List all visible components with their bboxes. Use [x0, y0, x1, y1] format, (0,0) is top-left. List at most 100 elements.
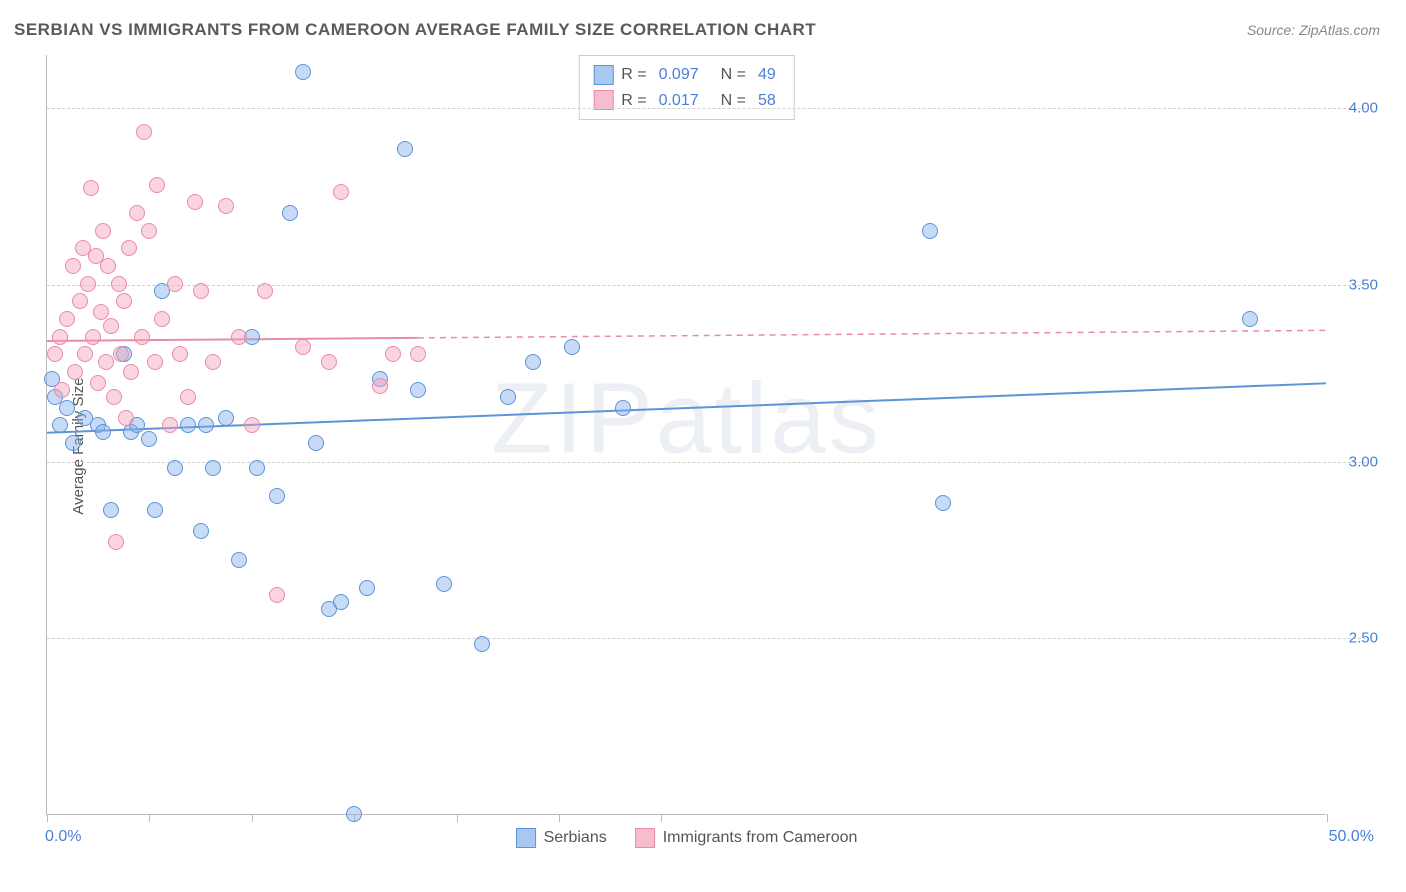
series-legend: Serbians Immigrants from Cameroon	[516, 828, 858, 848]
data-point	[129, 205, 145, 221]
data-point	[525, 354, 541, 370]
data-point	[95, 223, 111, 239]
gridline	[47, 638, 1366, 639]
source-attribution: Source: ZipAtlas.com	[1247, 22, 1380, 38]
data-point	[231, 329, 247, 345]
ytick-label: 2.50	[1349, 630, 1378, 647]
data-point	[95, 424, 111, 440]
data-point	[193, 283, 209, 299]
data-point	[141, 223, 157, 239]
data-point	[308, 435, 324, 451]
watermark: ZIPatlas	[491, 362, 882, 477]
data-point	[359, 580, 375, 596]
data-point	[154, 311, 170, 327]
data-point	[149, 177, 165, 193]
data-point	[249, 460, 265, 476]
data-point	[141, 431, 157, 447]
data-point	[205, 460, 221, 476]
data-point	[244, 417, 260, 433]
gridline	[47, 285, 1366, 286]
x-axis-max: 50.0%	[1329, 828, 1374, 846]
data-point	[72, 293, 88, 309]
xtick	[149, 814, 150, 822]
chart-title: SERBIAN VS IMMIGRANTS FROM CAMEROON AVER…	[14, 20, 816, 40]
data-point	[333, 184, 349, 200]
data-point	[103, 502, 119, 518]
xtick	[559, 814, 560, 822]
data-point	[935, 495, 951, 511]
ytick-label: 3.50	[1349, 276, 1378, 293]
data-point	[172, 346, 188, 362]
data-point	[118, 410, 134, 426]
data-point	[410, 346, 426, 362]
data-point	[52, 417, 68, 433]
data-point	[59, 400, 75, 416]
data-point	[123, 364, 139, 380]
data-point	[205, 354, 221, 370]
data-point	[564, 339, 580, 355]
data-point	[80, 276, 96, 292]
gridline	[47, 462, 1366, 463]
data-point	[167, 276, 183, 292]
data-point	[282, 205, 298, 221]
data-point	[180, 389, 196, 405]
data-point	[321, 354, 337, 370]
legend-item-cameroon: Immigrants from Cameroon	[635, 828, 858, 848]
data-point	[147, 502, 163, 518]
chart-wrapper: SERBIAN VS IMMIGRANTS FROM CAMEROON AVER…	[0, 0, 1406, 892]
xtick	[252, 814, 253, 822]
data-point	[180, 417, 196, 433]
data-point	[333, 594, 349, 610]
data-point	[111, 276, 127, 292]
data-point	[218, 198, 234, 214]
data-point	[113, 346, 129, 362]
data-point	[231, 552, 247, 568]
legend-swatch-icon	[635, 828, 655, 848]
data-point	[1242, 311, 1258, 327]
data-point	[134, 329, 150, 345]
data-point	[500, 389, 516, 405]
data-point	[397, 141, 413, 157]
x-axis-min: 0.0%	[45, 828, 81, 846]
data-point	[474, 636, 490, 652]
data-point	[100, 258, 116, 274]
data-point	[162, 417, 178, 433]
data-point	[346, 806, 362, 822]
data-point	[93, 304, 109, 320]
data-point	[436, 576, 452, 592]
legend-row-1: R = 0.097 N = 49	[593, 62, 780, 88]
xtick	[1327, 814, 1328, 822]
data-point	[121, 240, 137, 256]
legend-row-2: R = 0.017 N = 58	[593, 88, 780, 114]
data-point	[83, 180, 99, 196]
data-point	[615, 400, 631, 416]
correlation-legend: R = 0.097 N = 49 R = 0.017 N = 58	[578, 55, 795, 120]
data-point	[106, 389, 122, 405]
data-point	[52, 329, 68, 345]
data-point	[103, 318, 119, 334]
data-point	[922, 223, 938, 239]
legend-item-serbians: Serbians	[516, 828, 607, 848]
data-point	[90, 375, 106, 391]
data-point	[59, 311, 75, 327]
data-point	[257, 283, 273, 299]
data-point	[218, 410, 234, 426]
data-point	[295, 339, 311, 355]
data-point	[269, 488, 285, 504]
data-point	[372, 378, 388, 394]
data-point	[198, 417, 214, 433]
data-point	[187, 194, 203, 210]
xtick	[661, 814, 662, 822]
data-point	[98, 354, 114, 370]
xtick	[457, 814, 458, 822]
legend-swatch-serbians	[593, 65, 613, 85]
data-point	[385, 346, 401, 362]
ytick-label: 4.00	[1349, 100, 1378, 117]
xtick	[47, 814, 48, 822]
data-point	[54, 382, 70, 398]
data-point	[410, 382, 426, 398]
data-point	[65, 435, 81, 451]
trend-lines	[47, 55, 1326, 814]
plot-area: ZIPatlas R = 0.097 N = 49 R = 0.017 N = …	[46, 55, 1326, 815]
data-point	[65, 258, 81, 274]
